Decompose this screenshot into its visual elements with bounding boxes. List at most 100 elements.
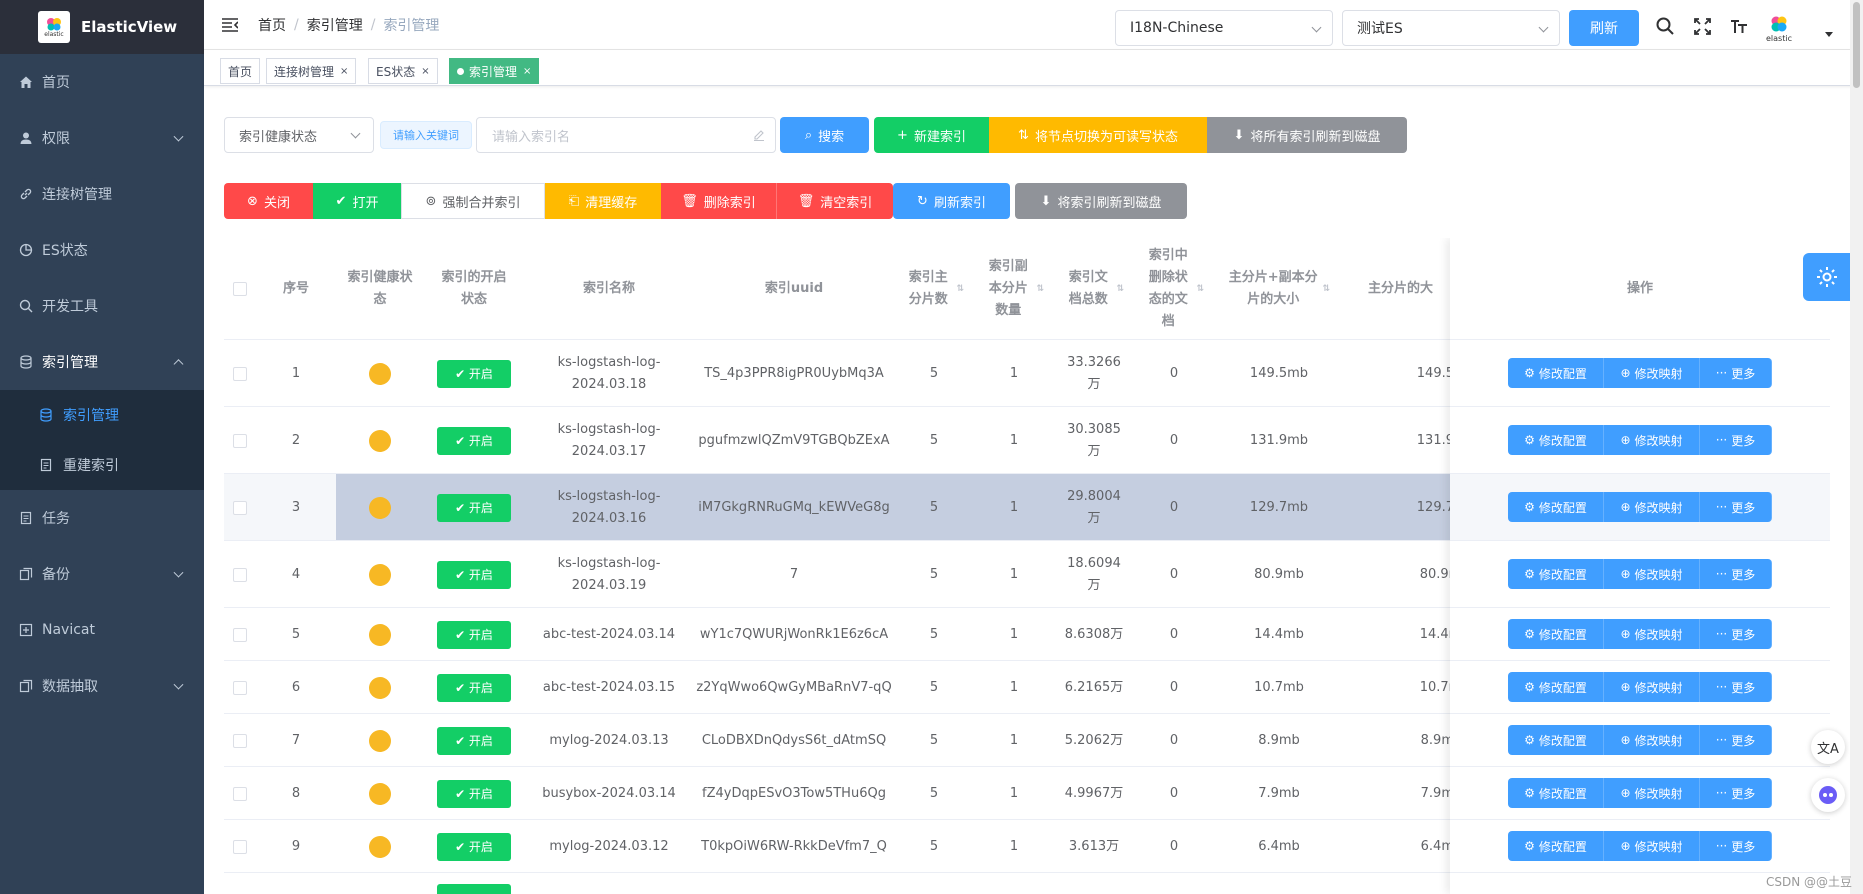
tag-connection-tree[interactable]: 连接树管理 × [266, 58, 357, 84]
close-index-button[interactable]: ⊗ 关闭 [224, 183, 313, 219]
more-button[interactable]: ··· 更多 [1700, 778, 1772, 808]
edit-mapping-button[interactable]: ⊕ 修改映射 [1604, 425, 1700, 455]
select-all-checkbox[interactable] [224, 238, 256, 340]
settings-drawer-button[interactable] [1803, 253, 1851, 301]
tag-es-status[interactable]: ES状态 × [368, 58, 438, 84]
font-size-icon[interactable] [1730, 17, 1748, 35]
page-scrollbar[interactable] [1850, 0, 1863, 894]
edit-settings-button[interactable]: ⚙ 修改配置 [1508, 358, 1604, 388]
close-icon[interactable]: × [340, 65, 349, 77]
sidebar-item-dev-tools[interactable]: 开发工具 [0, 278, 204, 334]
es-connection-select[interactable]: 测试ES [1342, 10, 1560, 46]
sidebar-item-connection-tree[interactable]: 连接树管理 [0, 166, 204, 222]
scrollbar-thumb[interactable] [1853, 2, 1860, 88]
more-button[interactable]: ··· 更多 [1700, 492, 1772, 522]
row-checkbox-cell[interactable] [224, 474, 256, 541]
column-header-docs[interactable]: 索引文档总数 ⇅ [1054, 238, 1134, 340]
switch-readwrite-button[interactable]: ⇅ 将节点切换为可读写状态 [989, 117, 1207, 153]
table-row[interactable]: ✔ 开启 4 ks-logstash-log-2024.03.19 7 5 1 18.609… [224, 541, 1830, 608]
delete-index-button[interactable]: 🗑 删除索引 [661, 183, 777, 219]
sidebar-item-data-extract[interactable]: 数据抽取 [0, 658, 204, 714]
open-status-button[interactable]: ✔ 开启 [437, 359, 511, 388]
row-checkbox-cell[interactable] [224, 407, 256, 474]
more-button[interactable]: ··· 更多 [1700, 425, 1772, 455]
row-checkbox-cell[interactable] [224, 541, 256, 608]
edit-mapping-button[interactable]: ⊕ 修改映射 [1604, 358, 1700, 388]
empty-index-button[interactable]: 🗑 清空索引 [777, 183, 893, 219]
table-row[interactable]: ✔ 开启 7 mylog-2024.03.13 CLoDBXDnQdysS6t_dAt… [224, 714, 1830, 767]
edit-mapping-button[interactable]: ⊕ 修改映射 [1604, 831, 1700, 861]
row-checkbox-cell[interactable] [224, 608, 256, 661]
edit-settings-button[interactable]: ⚙ 修改配置 [1508, 492, 1604, 522]
checkbox[interactable] [233, 627, 247, 642]
checkbox[interactable] [233, 433, 247, 448]
sidebar-item-index-management[interactable]: 索引管理 [0, 334, 204, 390]
new-index-button[interactable]: + 新建索引 [874, 117, 989, 153]
close-icon[interactable]: × [523, 65, 532, 77]
edit-mapping-button[interactable]: ⊕ 修改映射 [1604, 725, 1700, 755]
row-checkbox-cell[interactable] [224, 340, 256, 407]
sidebar-item-backup[interactable]: 备份 [0, 546, 204, 602]
open-status-button[interactable]: ✔ 开启 [437, 493, 511, 522]
checkbox[interactable] [233, 500, 247, 515]
avatar[interactable]: elastic [1764, 14, 1794, 48]
sidebar-item-navicat[interactable]: Navicat [0, 602, 204, 658]
caret-down-icon[interactable] [1825, 32, 1833, 37]
app-logo[interactable]: elastic ElasticView [0, 0, 204, 54]
open-index-button[interactable]: ✔ 打开 [313, 183, 401, 219]
open-status-button[interactable]: ✔ 开启 [437, 426, 511, 455]
table-row[interactable]: ✔ 开启 5 abc-test-2024.03.14 wY1c7QWURjWonRk1… [224, 608, 1830, 661]
language-select[interactable]: I18N-Chinese [1115, 10, 1333, 46]
more-button[interactable]: ··· 更多 [1700, 619, 1772, 649]
more-button[interactable]: ··· 更多 [1700, 358, 1772, 388]
sort-icon[interactable]: ⇅ [1322, 283, 1330, 294]
clear-cache-button[interactable]: ⎗ 清理缓存 [545, 183, 661, 219]
hamburger-icon[interactable] [222, 17, 238, 32]
table-row[interactable]: ✔ 开启 9 mylog-2024.03.12 T0kpOiW6RW-RkkDeVfm… [224, 820, 1830, 873]
checkbox[interactable] [233, 839, 247, 854]
more-button[interactable]: ··· 更多 [1700, 672, 1772, 702]
edit-settings-button[interactable]: ⚙ 修改配置 [1508, 831, 1604, 861]
breadcrumb-item[interactable]: 首页 [258, 17, 286, 34]
edit-mapping-button[interactable]: ⊕ 修改映射 [1604, 492, 1700, 522]
checkbox[interactable] [233, 680, 247, 695]
sidebar-item-tasks[interactable]: 任务 [0, 490, 204, 546]
edit-settings-button[interactable]: ⚙ 修改配置 [1508, 725, 1604, 755]
sort-icon[interactable]: ⇅ [956, 283, 964, 294]
forcemerge-button[interactable]: ⊚ 强制合并索引 [401, 183, 545, 219]
edit-settings-button[interactable]: ⚙ 修改配置 [1508, 425, 1604, 455]
more-button[interactable]: ··· 更多 [1700, 559, 1772, 589]
edit-settings-button[interactable]: ⚙ 修改配置 [1508, 619, 1604, 649]
table-row[interactable]: ✔ 开启 8 busybox-2024.03.14 fZ4yDqpESvO3Tow5T… [224, 767, 1830, 820]
more-button[interactable]: ··· 更多 [1700, 725, 1772, 755]
open-status-button[interactable]: ✔ 开启 [437, 726, 511, 755]
sidebar-item-home[interactable]: 首页 [0, 54, 204, 110]
row-checkbox-cell[interactable] [224, 820, 256, 873]
more-button[interactable]: ··· 更多 [1700, 831, 1772, 861]
edit-mapping-button[interactable]: ⊕ 修改映射 [1604, 672, 1700, 702]
sort-icon[interactable]: ⇅ [1036, 283, 1044, 294]
sort-icon[interactable]: ⇅ [1116, 283, 1124, 294]
row-checkbox-cell[interactable] [224, 714, 256, 767]
checkbox[interactable] [233, 281, 247, 296]
open-status-button[interactable]: ✔ 开启 [437, 620, 511, 649]
edit-mapping-button[interactable]: ⊕ 修改映射 [1604, 778, 1700, 808]
sort-icon[interactable]: ⇅ [1196, 283, 1204, 294]
checkbox[interactable] [233, 366, 247, 381]
edit-mapping-button[interactable]: ⊕ 修改映射 [1604, 559, 1700, 589]
edit-settings-button[interactable]: ⚙ 修改配置 [1508, 778, 1604, 808]
fullscreen-icon[interactable] [1694, 18, 1711, 35]
translate-icon[interactable]: 文A [1811, 730, 1845, 764]
search-button[interactable]: ⌕ 搜索 [780, 117, 869, 153]
tag-index-management[interactable]: 索引管理 × [449, 58, 540, 84]
flush-all-button[interactable]: ⬇ 将所有索引刷新到磁盘 [1207, 117, 1407, 153]
open-status-button[interactable] [437, 884, 511, 894]
open-status-button[interactable]: ✔ 开启 [437, 560, 511, 589]
edit-settings-button[interactable]: ⚙ 修改配置 [1508, 559, 1604, 589]
column-header-replica-shards[interactable]: 索引副本分片数量 ⇅ [974, 238, 1054, 340]
column-header-store-size[interactable]: 主分片+副本分片的大小 ⇅ [1214, 238, 1344, 340]
column-header-primary-shards[interactable]: 索引主分片数 ⇅ [894, 238, 974, 340]
close-icon[interactable]: × [421, 65, 430, 77]
table-row[interactable]: ✔ 开启 2 ks-logstash-log-2024.03.17 pgufmzwlQ… [224, 407, 1830, 474]
assistant-icon[interactable] [1811, 778, 1845, 812]
